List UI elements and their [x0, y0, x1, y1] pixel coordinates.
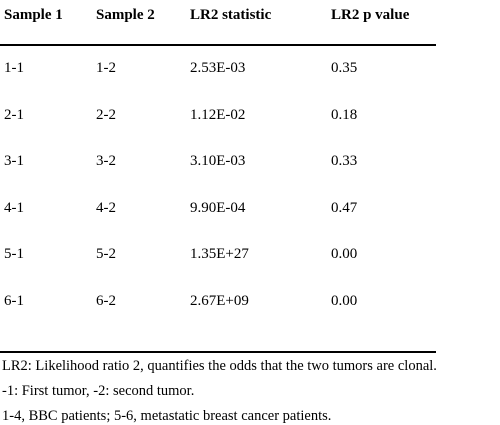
table-cell: 2.67E+09 — [190, 293, 249, 309]
table-cell: 0.00 — [331, 293, 358, 309]
table-cell: 4-2 — [96, 199, 116, 216]
table-cell: 4-1 — [4, 199, 24, 216]
table-cell: 0.18 — [331, 106, 358, 123]
table-cell: 5-2 — [96, 246, 116, 263]
table-cell: 2-2 — [96, 106, 116, 123]
table-cell: 1-2 — [96, 60, 116, 76]
header-cell: LR2 p value — [331, 7, 410, 23]
table-cell: 9.90E-04 — [190, 199, 246, 216]
table-cell: 5-1 — [4, 246, 24, 263]
table-cell: 0.33 — [331, 153, 358, 170]
table-cell: 6-1 — [4, 293, 24, 309]
table-cell: 0.47 — [331, 199, 358, 216]
table-cell: 3.10E-03 — [190, 153, 246, 170]
table-cell: 0.00 — [331, 246, 358, 263]
header-cell: LR2 statistic — [190, 7, 272, 23]
bottom-rule — [0, 351, 436, 353]
table-cell: 1.35E+27 — [190, 246, 249, 263]
footnote: 1-4, BBC patients; 5-6, metastatic breas… — [2, 408, 332, 424]
table-cell: 6-2 — [96, 293, 116, 309]
table-cell: 3-2 — [96, 153, 116, 170]
header-cell: Sample 1 — [4, 7, 63, 23]
footnote: -1: First tumor, -2: second tumor. — [2, 383, 195, 399]
table-cell: 1.12E-02 — [190, 106, 246, 123]
table-cell: 2-1 — [4, 106, 24, 123]
table-cell: 3-1 — [4, 153, 24, 170]
table-cell: 2.53E-03 — [190, 60, 246, 76]
header-rule — [0, 44, 436, 46]
header-cell: Sample 2 — [96, 7, 155, 23]
footnote: LR2: Likelihood ratio 2, quantifies the … — [2, 358, 437, 374]
table-cell: 1-1 — [4, 60, 24, 76]
table-cell: 0.35 — [331, 60, 358, 76]
